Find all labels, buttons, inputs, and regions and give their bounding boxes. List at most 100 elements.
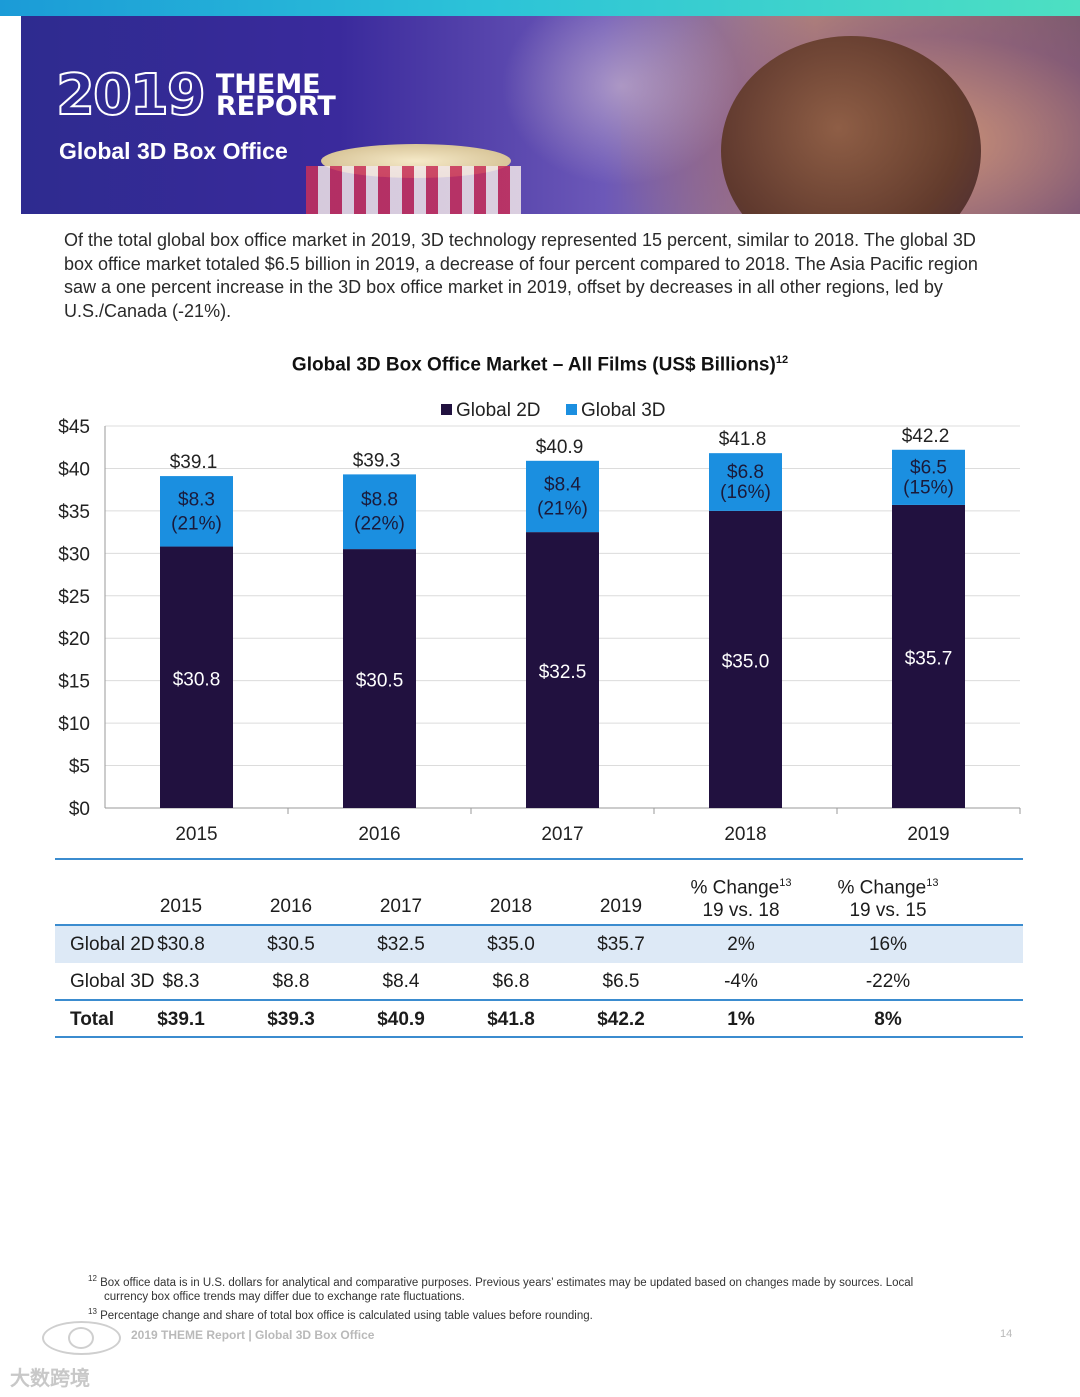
table-row-label: Global 3D <box>70 971 155 992</box>
table-header-change-19vs15: % Change13 19 vs. 15 <box>823 872 953 922</box>
y-tick-label: $40 <box>58 459 90 480</box>
bar-3d-2018 <box>709 453 782 511</box>
y-tick-label: $45 <box>58 417 90 438</box>
bar-2d-2016 <box>343 549 416 808</box>
change-header-label: % Change <box>837 877 927 899</box>
table-cell: $35.7 <box>597 934 645 955</box>
table-cell: 1% <box>727 1009 755 1030</box>
footnote-13: 13 Percentage change and share of total … <box>88 1306 593 1322</box>
report-name: THEME REPORT <box>215 69 336 122</box>
y-tick-label: $20 <box>58 629 90 650</box>
footer-text: 2019 THEME Report | Global 3D Box Office <box>131 1328 375 1342</box>
section-title: Global 3D Box Office <box>59 138 288 164</box>
stacked-bar-chart: $0 $5 $10 $15 $20 $25 $30 $35 $40 $45 Global 2D Glo… <box>58 400 1021 845</box>
table-row: Total $39.1 $39.3 $40.9 $41.8 $42.2 1% 8% <box>55 1001 1023 1038</box>
x-tick-label: 2016 <box>358 824 400 845</box>
table-rule <box>55 999 1023 1001</box>
data-label-3d-share: (21%) <box>537 498 588 519</box>
table-cell: $40.9 <box>377 1009 425 1030</box>
data-label-total: $40.9 <box>536 437 584 458</box>
legend-label-2d: Global 2D <box>456 400 541 421</box>
bar-2d-2018 <box>709 510 782 808</box>
change-header-period: 19 vs. 18 <box>702 900 780 922</box>
change-header-footnote-ref: 13 <box>926 877 939 889</box>
bar-3d-2015 <box>160 476 233 547</box>
page-footer: 2019 THEME Report | Global 3D Box Office… <box>0 1318 1080 1358</box>
chart-title: Global 3D Box Office Market – All Films … <box>291 354 789 376</box>
footnotes: 12 Box office data is in U.S. dollars fo… <box>88 1272 988 1323</box>
x-tick-label: 2017 <box>541 824 583 845</box>
table-cell: $32.5 <box>377 934 425 955</box>
legend-label-3d: Global 3D <box>581 400 666 421</box>
table-cell: $35.0 <box>487 934 535 955</box>
data-label-3d: $6.5 <box>910 457 947 478</box>
banner-photo-highlight <box>501 16 741 186</box>
table-cell: $39.3 <box>267 1009 315 1030</box>
y-tick-label: $10 <box>58 714 90 735</box>
table-header-2018: 2018 <box>489 896 533 917</box>
table-cell: $30.8 <box>157 934 205 955</box>
report-year: 2019 <box>55 63 207 128</box>
bar-3d-2016 <box>343 474 416 550</box>
table-cell: 16% <box>868 934 908 955</box>
table-cell: $39.1 <box>157 1009 205 1030</box>
data-label-3d: $8.3 <box>178 489 215 510</box>
table-cell: $8.3 <box>162 971 200 992</box>
watermark: 大数跨境 <box>10 1368 90 1390</box>
x-tick-label: 2019 <box>907 824 949 845</box>
table-row: Global 2D $30.8 $30.5 $32.5 $35.0 $35.7 2% 16% <box>55 926 1023 963</box>
table-header-2016: 2016 <box>269 896 313 917</box>
y-tick-label: $15 <box>58 672 90 693</box>
mpa-logo-icon <box>42 1321 121 1355</box>
bar-2d-2017 <box>526 532 599 808</box>
header-banner: 2019 THEME REPORT Global 3D Box Office <box>21 16 1080 214</box>
change-header-label: % Change <box>690 877 780 899</box>
table-cell: $6.8 <box>492 971 530 992</box>
table-cell: $42.2 <box>597 1009 645 1030</box>
table-header-2017: 2017 <box>379 896 423 917</box>
data-label-total: $39.1 <box>170 452 218 473</box>
page-number: 14 <box>1000 1328 1013 1340</box>
data-label-2d: $35.7 <box>905 648 953 669</box>
banner-photo-child <box>721 36 981 214</box>
table-cell: 2% <box>727 934 755 955</box>
y-tick-label: $25 <box>58 587 90 608</box>
table-cell: 8% <box>874 1009 902 1030</box>
table-bottom-rule <box>55 1036 1023 1038</box>
x-tick-label: 2018 <box>724 824 766 845</box>
footnote-12-continued: currency box office trends may differ du… <box>104 1291 465 1304</box>
bar-3d-2017 <box>526 460 599 533</box>
data-label-total: $41.8 <box>719 429 767 450</box>
data-label-3d: $8.8 <box>361 490 398 511</box>
data-label-2d: $32.5 <box>539 662 587 683</box>
table-top-rule <box>55 858 1023 860</box>
legend-swatch-3d <box>566 404 577 415</box>
data-label-total: $42.2 <box>902 426 950 447</box>
bar-2d-2019 <box>892 504 965 808</box>
table-rule <box>55 924 1023 926</box>
y-tick-label: $35 <box>58 502 90 523</box>
data-label-2d: $35.0 <box>722 651 770 672</box>
data-label-3d: $8.4 <box>544 474 581 495</box>
table-cell: $6.5 <box>602 971 640 992</box>
table-row-label: Total <box>70 1009 114 1030</box>
banner-photo-popcorn-bucket <box>306 166 521 214</box>
y-tick-label: $30 <box>58 544 90 565</box>
table-row: Global 3D $8.3 $8.8 $8.4 $6.8 $6.5 -4% -22% <box>55 963 1023 1000</box>
data-label-3d-share: (22%) <box>354 514 405 535</box>
data-label-3d-share: (16%) <box>720 482 771 503</box>
table-header-2019: 2019 <box>599 896 643 917</box>
table-cell: $8.4 <box>382 971 420 992</box>
table-cell: $41.8 <box>487 1009 535 1030</box>
data-label-2d: $30.8 <box>173 669 221 690</box>
legend-swatch-2d <box>441 404 452 415</box>
table-header-2015: 2015 <box>159 896 203 917</box>
bar-3d-2019 <box>892 449 965 505</box>
x-tick-label: 2015 <box>175 824 217 845</box>
data-label-total: $39.3 <box>353 450 401 471</box>
change-header-period: 19 vs. 15 <box>849 900 927 922</box>
y-tick-label: $5 <box>69 757 90 778</box>
data-label-3d-share: (21%) <box>171 513 222 534</box>
table-cell: -22% <box>865 971 911 992</box>
table-cell: $8.8 <box>272 971 310 992</box>
